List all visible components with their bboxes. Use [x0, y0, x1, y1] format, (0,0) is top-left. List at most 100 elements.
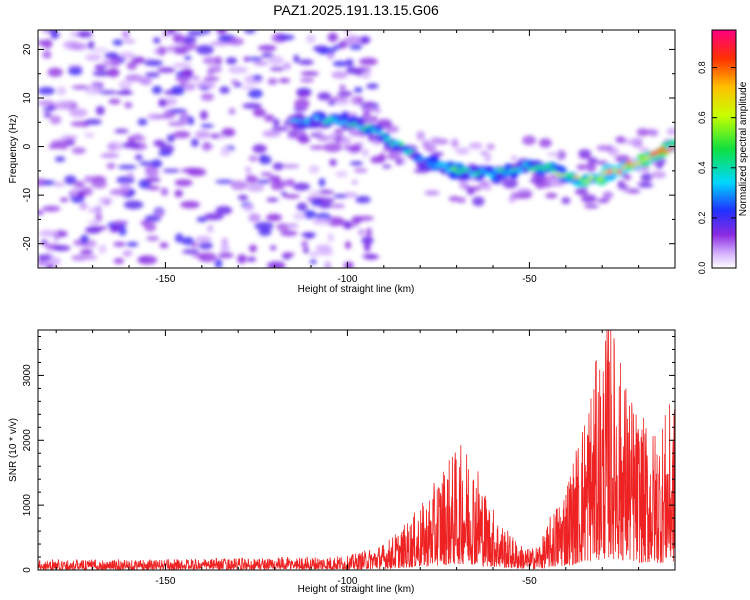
- noise-blob: [332, 60, 348, 67]
- noise-blob: [355, 195, 371, 204]
- halo-blob: [455, 147, 470, 155]
- halo-blob: [627, 189, 641, 194]
- noise-blob: [308, 165, 320, 174]
- noise-blob: [131, 56, 146, 64]
- noise-blob: [237, 194, 249, 201]
- halo-blob: [430, 137, 443, 144]
- ridge-outer: [426, 155, 440, 165]
- noise-blob: [309, 145, 327, 150]
- ridge-core: [361, 127, 367, 132]
- noise-blob: [298, 59, 314, 66]
- noise-blob: [246, 256, 257, 262]
- noise-blob: [120, 88, 131, 95]
- noise-blob: [220, 243, 230, 254]
- ridge-core: [454, 170, 462, 175]
- noise-blob: [187, 30, 206, 36]
- halo-blob: [583, 204, 600, 209]
- noise-blob: [351, 180, 359, 185]
- heatmap-layer: [38, 30, 675, 268]
- ridge-core: [431, 163, 439, 170]
- noise-blob: [263, 114, 275, 122]
- ridge-core: [355, 125, 363, 130]
- noise-blob: [79, 202, 88, 210]
- noise-blob: [316, 189, 335, 195]
- ridge-core: [375, 129, 381, 134]
- y-tick-label: 0: [22, 567, 33, 573]
- noise-blob: [124, 101, 133, 109]
- x-tick-label: -50: [522, 274, 537, 285]
- halo-blob: [361, 148, 369, 158]
- halo-blob: [511, 155, 518, 162]
- ridge-core: [479, 168, 485, 173]
- noise-blob: [228, 107, 236, 115]
- halo-blob: [472, 196, 485, 207]
- halo-blob: [299, 133, 309, 143]
- noise-blob: [198, 241, 213, 250]
- noise-blob: [158, 151, 172, 157]
- halo-blob: [609, 146, 619, 157]
- noise-blob: [330, 203, 345, 209]
- noise-blob: [181, 36, 197, 44]
- halo-blob: [413, 168, 430, 174]
- colorbar: 0.0 0.2 0.4 0.6 0.8 Normalized spectral ampl…: [697, 29, 749, 275]
- colorbar-label: Normalized spectral amplitude: [738, 81, 749, 216]
- halo-blob: [626, 138, 641, 146]
- noise-blob: [260, 172, 273, 177]
- noise-blob: [199, 110, 208, 121]
- noise-blob: [85, 226, 102, 234]
- noise-blob: [209, 41, 230, 46]
- noise-blob: [181, 68, 194, 77]
- halo-blob: [416, 130, 425, 141]
- halo-blob: [581, 194, 597, 204]
- ridge-outer: [668, 140, 675, 147]
- halo-blob: [545, 192, 558, 199]
- noise-blob: [267, 78, 278, 85]
- noise-blob: [216, 30, 228, 35]
- snr-frame: [37, 329, 676, 571]
- noise-blob: [53, 100, 73, 110]
- noise-blob: [85, 53, 102, 62]
- halo-blob: [478, 179, 490, 189]
- noise-blob: [252, 108, 266, 117]
- noise-blob: [271, 126, 290, 132]
- noise-blob: [324, 261, 332, 268]
- noise-blob: [153, 37, 161, 44]
- noise-blob: [153, 139, 166, 147]
- halo-blob: [450, 138, 459, 148]
- noise-blob: [272, 162, 284, 171]
- heatmap-frame: [37, 29, 676, 269]
- noise-blob: [268, 55, 284, 66]
- noise-blob: [144, 177, 161, 183]
- ridge-core: [299, 119, 306, 124]
- noise-blob: [258, 155, 272, 165]
- noise-blob: [126, 241, 139, 247]
- x-tick-label: -100: [337, 576, 357, 587]
- noise-blob: [343, 220, 352, 230]
- noise-blob: [203, 76, 220, 81]
- ridge-core: [413, 157, 419, 162]
- noise-blob: [333, 194, 348, 199]
- colorbar-tick-label: 0.0: [697, 262, 707, 275]
- noise-blob: [145, 167, 160, 178]
- noise-blob: [228, 66, 248, 74]
- ridge-core: [593, 176, 598, 180]
- noise-blob: [202, 56, 219, 65]
- ridge-core: [484, 171, 490, 176]
- halo-blob: [638, 182, 654, 188]
- noise-blob: [88, 206, 102, 214]
- noise-blob: [71, 147, 87, 155]
- noise-blob: [100, 153, 120, 159]
- noise-blob: [38, 254, 52, 261]
- halo-blob: [650, 171, 667, 179]
- ridge-core: [294, 119, 301, 123]
- noise-blob: [225, 57, 238, 65]
- y-tick-label: 0: [22, 143, 33, 149]
- noise-blob: [113, 241, 126, 247]
- noise-blob: [59, 197, 69, 202]
- heatmap-xlabel: Height of straight line (km): [298, 284, 415, 295]
- halo-blob: [522, 135, 536, 146]
- ridge-core: [346, 123, 353, 127]
- noise-blob: [353, 142, 364, 147]
- halo-blob: [596, 145, 611, 151]
- ridge-core: [399, 142, 404, 147]
